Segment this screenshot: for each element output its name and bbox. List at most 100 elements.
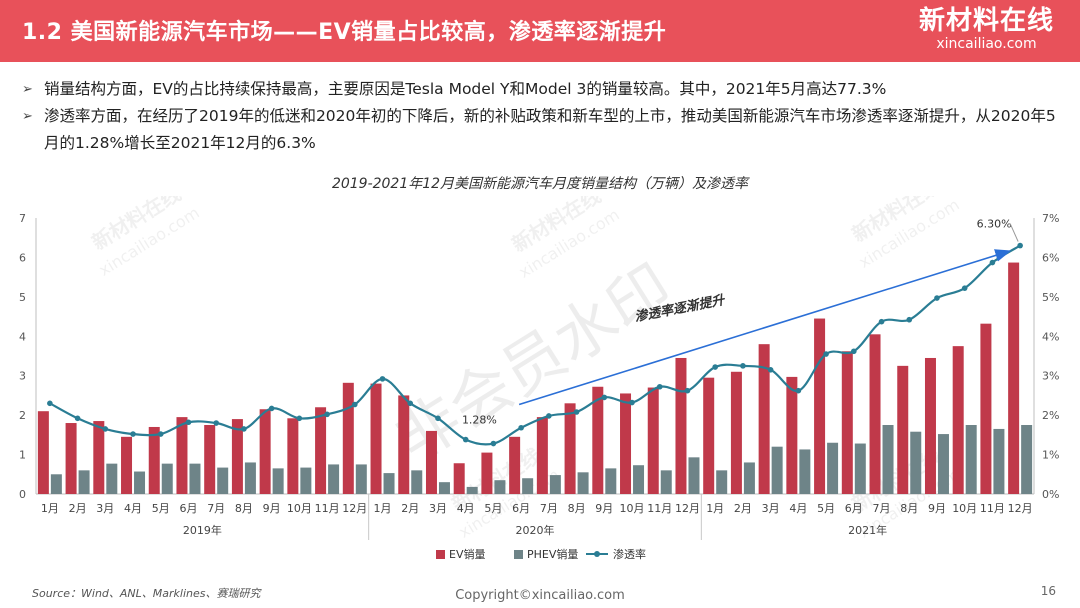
high-value-leader — [1009, 223, 1019, 242]
year-label: 2021年 — [848, 523, 887, 537]
ev-bar — [287, 418, 299, 494]
brand-logo: 新材料在线 xincailiao.com — [919, 6, 1054, 52]
arrow-bullet-icon: ➢ — [22, 109, 33, 124]
penetration-point — [74, 415, 81, 422]
penetration-point — [656, 383, 663, 390]
penetration-point — [712, 364, 718, 370]
phev-bar — [411, 470, 423, 494]
phev-bar — [383, 473, 395, 494]
penetration-point — [767, 367, 774, 373]
penetration-point — [268, 405, 275, 412]
phev-bar — [771, 446, 783, 494]
phev-bar — [577, 472, 589, 494]
x-tick-label: 2月 — [734, 502, 752, 515]
phev-bar — [494, 480, 506, 494]
phev-bar — [854, 443, 866, 494]
penetration-point — [934, 295, 940, 301]
phev-bar — [355, 464, 367, 494]
bullet-text: 渗透率方面，在经历了2019年的低迷和2020年初的下降后，新的补贴政策和新车型… — [44, 107, 1056, 152]
x-tick-label: 8月 — [568, 502, 586, 515]
y-right-tick-label: 6% — [1042, 251, 1059, 264]
ev-bar — [204, 425, 216, 494]
ev-bar — [121, 436, 133, 494]
penetration-point — [961, 285, 968, 291]
bullet-item: ➢ 销量结构方面，EV的占比持续保持最高，主要原因是Tesla Model Y和… — [22, 76, 1062, 103]
high-value-label: 6.30% — [977, 218, 1012, 231]
penetration-point — [435, 415, 441, 422]
phev-bar — [328, 464, 340, 494]
phev-bar — [189, 463, 201, 494]
ev-bar — [481, 452, 493, 494]
penetration-point — [851, 348, 857, 355]
penetration-point — [490, 440, 497, 447]
ev-bar — [370, 383, 382, 494]
ev-bar — [620, 393, 632, 494]
legend-layer: EV销量 PHEV销量 渗透率 — [436, 547, 646, 561]
x-tick-label: 8月 — [235, 502, 253, 515]
phev-bar — [50, 474, 62, 494]
x-tick-label: 5月 — [817, 502, 835, 515]
legend-label-penetration: 渗透率 — [613, 547, 646, 561]
year-label: 2020年 — [516, 523, 555, 537]
x-tick-label: 1月 — [41, 502, 59, 515]
x-tick-label: 7月 — [873, 502, 891, 515]
phev-bar — [438, 482, 450, 494]
bullet-text: 销量结构方面，EV的占比持续保持最高，主要原因是Tesla Model Y和Mo… — [44, 80, 887, 98]
page-number: 16 — [1040, 584, 1056, 598]
penetration-point — [213, 420, 219, 426]
penetration-point — [157, 431, 164, 437]
x-tick-label: 8月 — [900, 502, 918, 515]
penetration-point — [546, 413, 552, 419]
x-tick-label: 4月 — [457, 502, 475, 515]
x-tick-label: 4月 — [789, 502, 807, 515]
ev-bar — [841, 351, 853, 494]
ev-bar — [592, 386, 604, 494]
brand-name: 新材料在线 — [918, 6, 1054, 36]
phev-bar — [300, 467, 312, 494]
x-tick-label: 1月 — [706, 502, 724, 515]
axes-layer: 0 1 2 3 4 5 6 7 0% 1% 2% 3% 4% 5% 6% 7% 1月 2月 3月 4月 5月 6月 7月 8月… — [19, 212, 1059, 540]
x-tick-label: 12月 — [1008, 502, 1033, 515]
phev-bar — [937, 434, 949, 494]
ev-bar — [148, 426, 160, 494]
x-tick-label: 2月 — [401, 502, 419, 515]
x-tick-label: 11月 — [647, 502, 672, 515]
phev-bar — [605, 468, 617, 494]
phev-bar — [965, 425, 977, 494]
brand-url: xincailiao.com — [936, 36, 1037, 52]
penetration-point — [795, 387, 802, 394]
penetration-point — [878, 318, 885, 325]
phev-bar — [910, 431, 922, 494]
x-tick-label: 7月 — [207, 502, 225, 515]
ev-bar — [924, 357, 936, 494]
header-bar: 1.2 美国新能源汽车市场——EV销量占比较高，渗透率逐渐提升 新材料在线 xi… — [0, 0, 1080, 62]
bullet-item: ➢ 渗透率方面，在经历了2019年的低迷和2020年初的下降后，新的补贴政策和新… — [22, 103, 1062, 157]
x-tick-label: 12月 — [342, 502, 367, 515]
x-tick-label: 6月 — [179, 502, 197, 515]
ev-bar — [980, 323, 992, 494]
y-right-tick-label: 7% — [1042, 212, 1059, 225]
penetration-point — [352, 401, 358, 408]
ev-bar — [730, 371, 742, 494]
phev-bar — [466, 486, 478, 494]
legend-label-ev: EV销量 — [449, 547, 485, 561]
ev-bar — [564, 403, 576, 494]
legend-label-phev: PHEV销量 — [527, 547, 578, 561]
ev-bar — [509, 436, 521, 494]
ev-bar — [176, 417, 188, 494]
y-right-tick-label: 4% — [1042, 330, 1059, 343]
penetration-point — [407, 400, 414, 407]
penetration-point — [102, 426, 109, 432]
ev-bar — [398, 395, 410, 494]
ev-bar — [1008, 262, 1020, 494]
penetration-point — [241, 426, 247, 432]
ev-bar — [93, 421, 105, 494]
phev-bar — [78, 470, 90, 494]
penetration-point — [601, 394, 608, 401]
penetration-point — [324, 411, 330, 418]
x-tick-label: 3月 — [96, 502, 114, 515]
phev-bar — [161, 463, 173, 494]
penetration-point — [296, 415, 303, 422]
phev-bar — [716, 470, 728, 494]
